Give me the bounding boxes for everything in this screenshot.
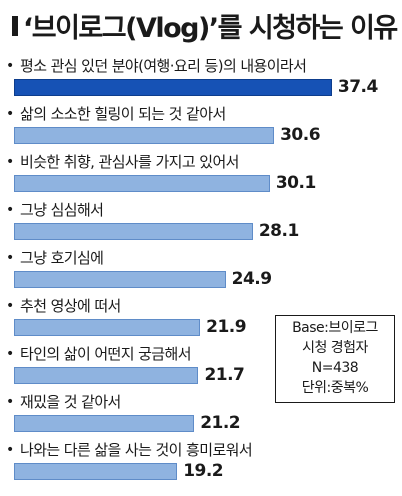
category-text: 재밌을 것 같아서 (20, 393, 121, 411)
value-label: 19.2 (183, 461, 224, 481)
bullet-icon: • (6, 58, 14, 74)
bar (14, 463, 178, 480)
value-label: 24.9 (231, 269, 272, 289)
category-text: 나와는 다른 삶을 사는 것이 흥미로워서 (20, 441, 253, 459)
info-box: Base:브이로그 시청 경험자 N=438 단위:중복% (275, 315, 395, 403)
value-label: 21.9 (206, 317, 247, 337)
category-text: 삶의 소소한 힐링이 되는 것 같아서 (20, 105, 226, 123)
bar (14, 127, 275, 144)
category-label: • 그냥 심심해서 (6, 201, 104, 219)
category-label: • 비슷한 취향, 관심사를 가지고 있어서 (6, 153, 239, 171)
title-marker-icon (12, 16, 18, 36)
bullet-icon: • (6, 154, 14, 170)
bullet-icon: • (6, 394, 14, 410)
category-label: • 평소 관심 있던 분야(여행·요리 등)의 내용이라서 (6, 57, 307, 75)
bar (14, 175, 270, 192)
bar (14, 271, 226, 288)
bar-row: • 비슷한 취향, 관심사를 가지고 있어서 30.1 (0, 150, 402, 198)
bar (14, 79, 332, 96)
bar (14, 319, 201, 336)
bar-row: • 나와는 다른 삶을 사는 것이 흥미로워서 19.2 (0, 438, 402, 486)
bar-chart: • 평소 관심 있던 분야(여행·요리 등)의 내용이라서 37.4 • 삶의 소소한 … (0, 54, 402, 496)
category-label: • 재밌을 것 같아서 (6, 393, 121, 411)
bullet-icon: • (6, 250, 14, 266)
category-label: • 추천 영상에 떠서 (6, 297, 121, 315)
bar-row: • 평소 관심 있던 분야(여행·요리 등)의 내용이라서 37.4 (0, 54, 402, 102)
category-text: 그냥 호기심에 (20, 249, 104, 267)
bar (14, 367, 199, 384)
bar-row: • 그냥 심심해서 28.1 (0, 198, 402, 246)
category-text: 그냥 심심해서 (20, 201, 104, 219)
value-label: 21.2 (200, 413, 241, 433)
category-label: • 나와는 다른 삶을 사는 것이 흥미로워서 (6, 441, 253, 459)
category-text: 평소 관심 있던 분야(여행·요리 등)의 내용이라서 (20, 57, 307, 75)
bullet-icon: • (6, 202, 14, 218)
value-label: 37.4 (337, 77, 378, 97)
category-label: • 타인의 삶이 어떤지 궁금해서 (6, 345, 192, 363)
bar (14, 223, 253, 240)
info-base: Base:브이로그 (292, 320, 378, 336)
chart-title: ‘브이로그(Vlog)’를 시청하는 이유 (23, 13, 398, 44)
value-label: 21.7 (204, 365, 245, 385)
bar-row: • 삶의 소소한 힐링이 되는 것 같아서 30.6 (0, 102, 402, 150)
bullet-icon: • (6, 442, 14, 458)
chart-title-row: ‘브이로그(Vlog)’를 시청하는 이유 (12, 6, 398, 45)
category-label: • 그냥 호기심에 (6, 249, 104, 267)
bar-row: • 타인의 삶이 어떤지 궁금해서 21.7 (0, 342, 402, 390)
bar-row: • 재밌을 것 같아서 21.2 (0, 390, 402, 438)
category-text: 추천 영상에 떠서 (20, 297, 121, 315)
bar-row: • 추천 영상에 떠서 21.9 (0, 294, 402, 342)
bullet-icon: • (6, 346, 14, 362)
category-text: 비슷한 취향, 관심사를 가지고 있어서 (20, 153, 239, 171)
value-label: 30.1 (275, 173, 316, 193)
info-respondents: 시청 경험자 (302, 340, 368, 356)
category-text: 타인의 삶이 어떤지 궁금해서 (20, 345, 192, 363)
value-label: 28.1 (258, 221, 299, 241)
bar-row: • 그냥 호기심에 24.9 (0, 246, 402, 294)
bullet-icon: • (6, 298, 14, 314)
value-label: 30.6 (280, 125, 321, 145)
bullet-icon: • (6, 106, 14, 122)
info-sample-size: N=438 (311, 360, 359, 376)
category-label: • 삶의 소소한 힐링이 되는 것 같아서 (6, 105, 226, 123)
bar (14, 415, 195, 432)
info-unit: 단위:중복% (301, 380, 369, 396)
